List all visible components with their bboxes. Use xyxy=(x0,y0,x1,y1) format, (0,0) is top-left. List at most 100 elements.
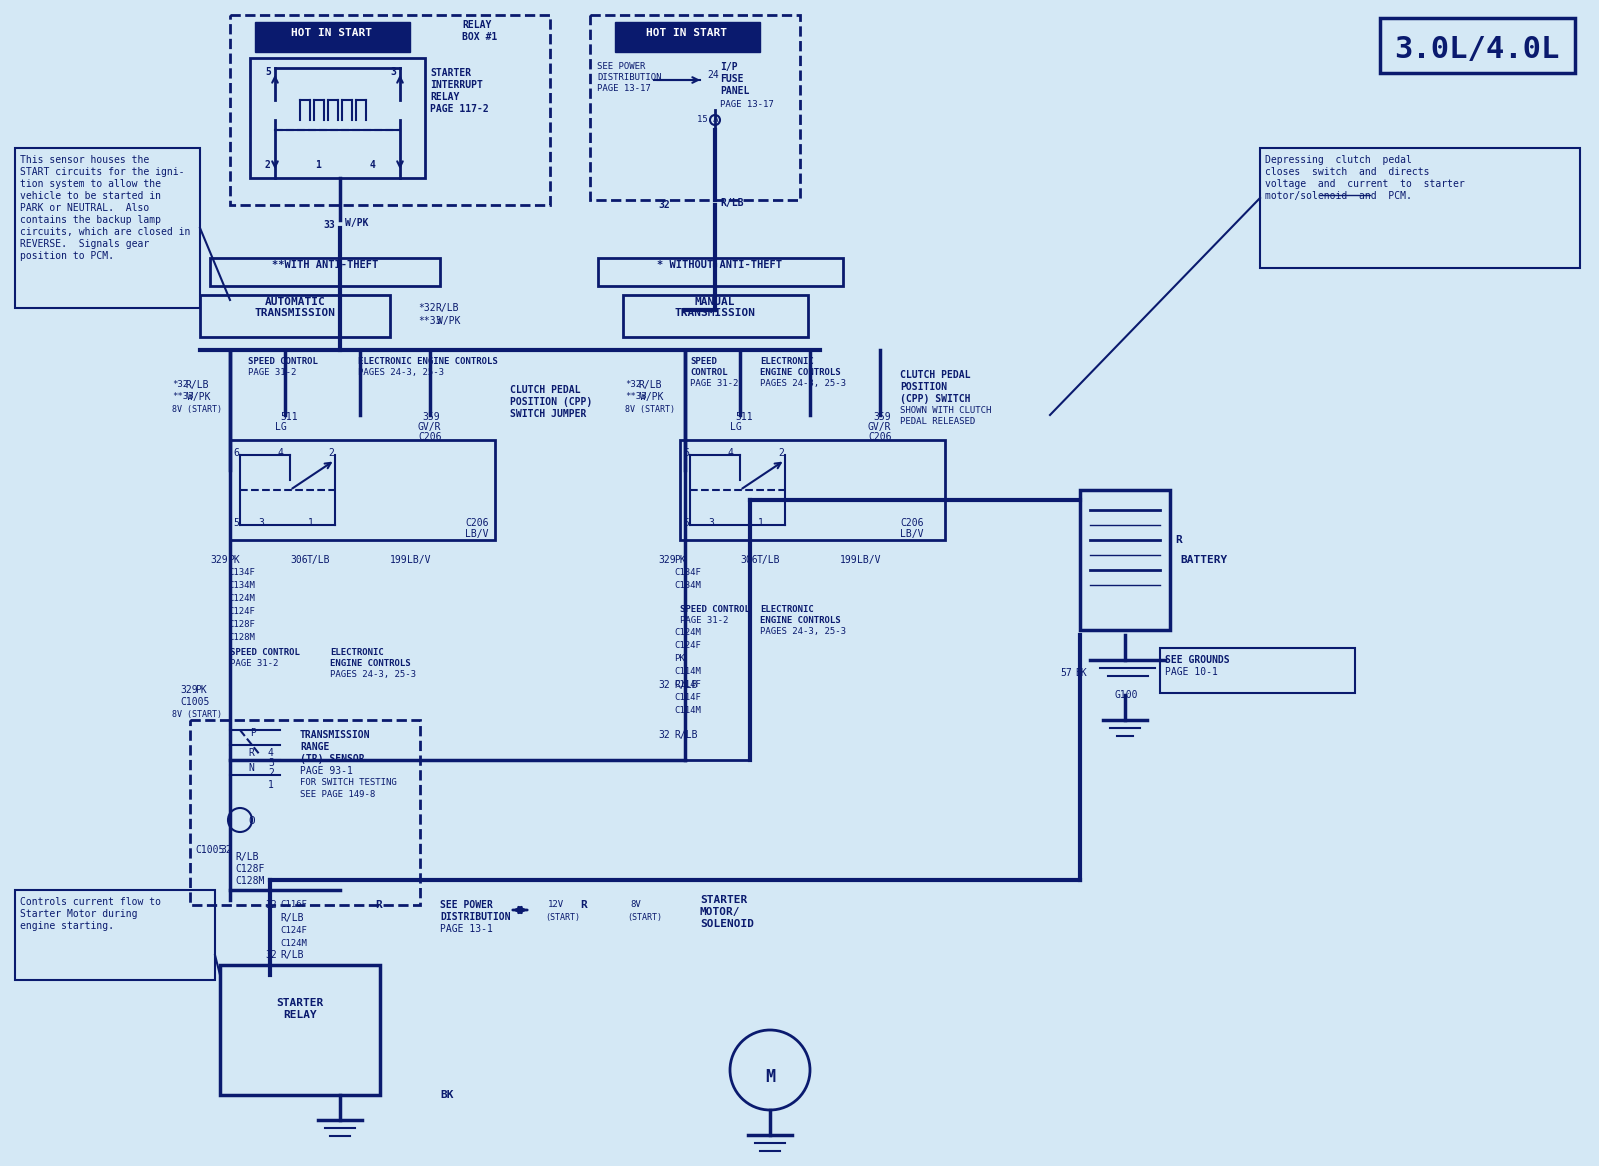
Text: PAGE 13-1: PAGE 13-1 xyxy=(440,923,492,934)
Text: 32: 32 xyxy=(265,950,277,960)
Text: PANEL: PANEL xyxy=(720,86,750,96)
Text: C124F: C124F xyxy=(280,926,307,935)
Text: ELECTRONIC: ELECTRONIC xyxy=(760,605,814,614)
Text: R/LB: R/LB xyxy=(675,730,697,740)
Text: CONTROL: CONTROL xyxy=(691,368,728,377)
Text: FUSE: FUSE xyxy=(720,73,744,84)
Text: circuits, which are closed in: circuits, which are closed in xyxy=(21,227,190,237)
Bar xyxy=(230,440,496,540)
Text: PAGE 31-2: PAGE 31-2 xyxy=(680,616,729,625)
Text: (CPP) SWITCH: (CPP) SWITCH xyxy=(900,394,971,403)
Text: 1: 1 xyxy=(758,518,764,528)
Text: (START): (START) xyxy=(545,913,580,922)
Text: C128F: C128F xyxy=(229,620,254,628)
Text: 199: 199 xyxy=(390,555,408,566)
Bar xyxy=(1159,648,1354,693)
Text: 359: 359 xyxy=(873,412,891,422)
Bar xyxy=(1079,490,1170,630)
Text: PAGE 31-2: PAGE 31-2 xyxy=(248,368,296,377)
Text: R/LB: R/LB xyxy=(185,380,208,389)
Text: POSITION (CPP): POSITION (CPP) xyxy=(510,396,592,407)
Text: ENGINE CONTROLS: ENGINE CONTROLS xyxy=(760,368,841,377)
Text: REVERSE.  Signals gear: REVERSE. Signals gear xyxy=(21,239,149,250)
Text: 511: 511 xyxy=(736,412,753,422)
Text: 306: 306 xyxy=(740,555,758,566)
Text: R: R xyxy=(1175,535,1182,545)
Text: This sensor houses the: This sensor houses the xyxy=(21,155,149,166)
Text: voltage  and  current  to  starter: voltage and current to starter xyxy=(1265,180,1465,189)
Text: I/P: I/P xyxy=(720,62,737,72)
Text: 4: 4 xyxy=(369,160,376,170)
Text: Depressing  clutch  pedal: Depressing clutch pedal xyxy=(1265,155,1412,166)
Text: (START): (START) xyxy=(627,913,662,922)
Text: PAGES 24-3, 25-3: PAGES 24-3, 25-3 xyxy=(329,670,416,679)
Text: vehicle to be started in: vehicle to be started in xyxy=(21,191,161,201)
Text: Controls current flow to: Controls current flow to xyxy=(21,897,161,907)
Text: tion system to allow the: tion system to allow the xyxy=(21,180,161,189)
Text: STARTER: STARTER xyxy=(277,998,323,1007)
Text: C124M: C124M xyxy=(229,593,254,603)
Text: RELAY: RELAY xyxy=(462,20,491,30)
Text: **33: **33 xyxy=(173,392,193,401)
Text: SPEED: SPEED xyxy=(691,357,716,366)
Text: START circuits for the igni-: START circuits for the igni- xyxy=(21,167,184,177)
Text: R: R xyxy=(580,900,587,909)
Text: C114M: C114M xyxy=(675,705,700,715)
Text: RELAY: RELAY xyxy=(283,1010,317,1020)
Text: 8V (START): 8V (START) xyxy=(173,405,222,414)
Text: HOT IN START: HOT IN START xyxy=(291,28,373,38)
Text: engine starting.: engine starting. xyxy=(21,921,114,930)
Text: C134F: C134F xyxy=(675,568,700,577)
Text: PAGE 31-2: PAGE 31-2 xyxy=(691,379,739,388)
Text: C134F: C134F xyxy=(229,568,254,577)
Text: SEE GROUNDS: SEE GROUNDS xyxy=(1166,655,1230,665)
Text: 8V: 8V xyxy=(630,900,641,909)
Text: ENGINE CONTROLS: ENGINE CONTROLS xyxy=(329,659,411,668)
Text: **33: **33 xyxy=(417,316,441,326)
Text: PAGE 117-2: PAGE 117-2 xyxy=(430,104,489,114)
Text: T/LB: T/LB xyxy=(307,555,331,566)
Text: BOX #1: BOX #1 xyxy=(462,31,497,42)
Text: AUTOMATIC: AUTOMATIC xyxy=(264,297,325,307)
Text: BK: BK xyxy=(1075,668,1087,677)
Text: N: N xyxy=(248,763,254,773)
Text: ELECTRONIC: ELECTRONIC xyxy=(329,648,384,656)
Text: 1: 1 xyxy=(315,160,321,170)
Text: * WITHOUT ANTI-THEFT: * WITHOUT ANTI-THEFT xyxy=(657,260,782,271)
Bar xyxy=(590,15,800,201)
Text: 32: 32 xyxy=(659,680,670,690)
Text: R/LB: R/LB xyxy=(675,680,697,690)
Text: C1005: C1005 xyxy=(195,845,224,855)
Text: R/LB: R/LB xyxy=(235,852,259,862)
Text: C124F: C124F xyxy=(229,607,254,616)
Text: 5: 5 xyxy=(265,66,270,77)
Text: BK: BK xyxy=(440,1090,454,1100)
Text: C124F: C124F xyxy=(675,641,700,649)
Text: O: O xyxy=(248,816,254,826)
Text: 3: 3 xyxy=(269,758,273,768)
Text: R: R xyxy=(248,749,254,758)
Text: INTERRUPT: INTERRUPT xyxy=(430,80,483,90)
Text: PEDAL RELEASED: PEDAL RELEASED xyxy=(900,417,975,426)
Text: C124M: C124M xyxy=(280,939,307,948)
Text: PAGE 31-2: PAGE 31-2 xyxy=(230,659,278,668)
Text: W/PK: W/PK xyxy=(640,392,664,402)
Text: DISTRIBUTION: DISTRIBUTION xyxy=(440,912,510,922)
Text: C124M: C124M xyxy=(675,628,700,637)
Text: PAGE 93-1: PAGE 93-1 xyxy=(301,766,353,777)
Text: BATTERY: BATTERY xyxy=(1180,555,1228,566)
Text: PK: PK xyxy=(675,555,686,566)
Text: 3.0L/4.0L: 3.0L/4.0L xyxy=(1394,35,1559,64)
Text: R/LB: R/LB xyxy=(280,950,304,960)
Text: 6: 6 xyxy=(233,448,238,458)
Text: PAGE 13-17: PAGE 13-17 xyxy=(596,84,651,93)
Text: C128F: C128F xyxy=(235,864,264,874)
Text: GV/R: GV/R xyxy=(417,422,441,431)
Text: 5: 5 xyxy=(683,518,689,528)
Text: PK: PK xyxy=(229,555,240,566)
Text: R/LB: R/LB xyxy=(280,913,304,923)
Text: 3: 3 xyxy=(257,518,264,528)
Text: P: P xyxy=(249,728,256,738)
Text: W/PK: W/PK xyxy=(345,218,368,229)
Text: Starter Motor during: Starter Motor during xyxy=(21,909,138,919)
